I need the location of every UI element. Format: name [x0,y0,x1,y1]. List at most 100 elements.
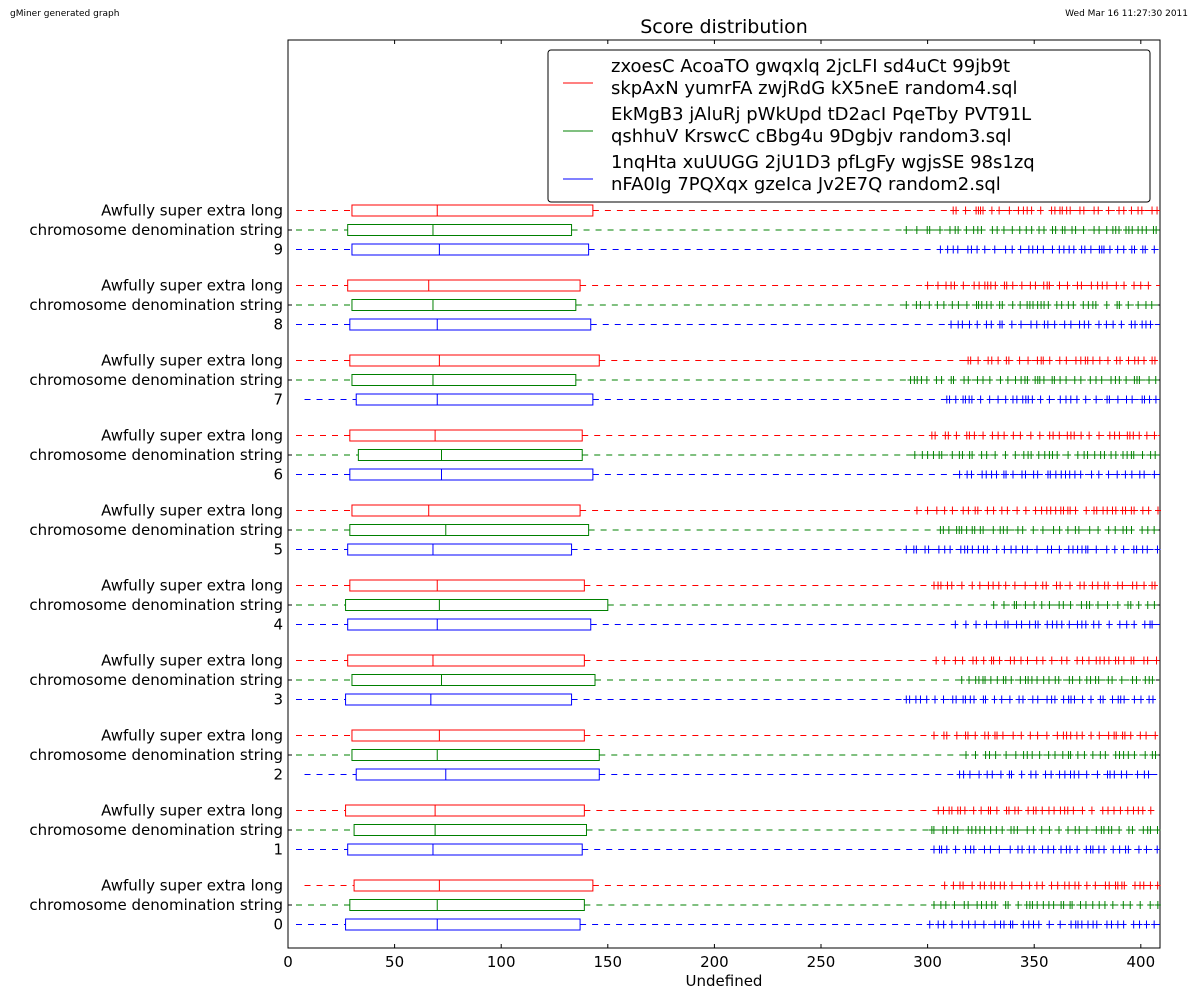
boxplot-group-9-series-1-fliers [950,206,1161,215]
boxplot-group-6-series-3-box [349,468,594,481]
y-tick-label: 1 [273,841,283,859]
boxplot-group-8-series-2-fliers [903,301,1155,309]
y-tick-label: chromosome denomination string [29,821,283,839]
y-tick-label: Awfully super extra long [101,202,283,220]
x-tick-label: 0 [283,953,293,971]
boxplot-group-2-series-2-fliers [962,751,1159,759]
x-tick-label: 300 [913,953,942,971]
y-tick-label: chromosome denomination string [29,521,283,539]
boxplot-group-2-series-2-box [351,749,600,761]
y-tick-label: Awfully super extra long [101,502,283,520]
plot-frame [287,39,1161,949]
x-tick-label: 50 [385,953,404,971]
legend-label-series-2: EkMgB3 jAluRj pWkUpd tD2acI PqeTby PVT91… [611,104,1031,147]
x-tick-label: 400 [1126,953,1155,971]
y-tick-label: 5 [273,541,283,559]
boxplot-group-0-series-3-fliers [926,920,1158,929]
x-tick-label: 100 [487,953,516,971]
boxplot-group-8-series-1-box [347,279,581,292]
boxplot-group-0-series-2-fliers [931,901,1161,909]
boxplot-group-9-series-3-fliers [937,245,1158,254]
y-tick-label: 3 [273,691,283,709]
boxplot-group-6-series-1-fliers [928,431,1158,440]
y-tick-label: Awfully super extra long [101,277,283,295]
y-tick-label: chromosome denomination string [29,371,283,389]
chart-title: Score distribution [640,16,808,38]
boxplot-group-7-series-2-box [351,374,577,386]
boxplot-group-8-series-3-fliers [948,320,1154,329]
boxplot-group-7-series-3-box [355,393,594,406]
boxplot-group-5-series-2-fliers [937,526,1158,534]
boxplot-group-6-series-2-box [357,449,583,461]
boxplot-group-4-series-2-fliers [990,601,1158,609]
y-tick-label: 8 [273,316,283,334]
y-tick-label: 9 [273,241,283,259]
y-tick-label: 6 [273,466,283,484]
y-tick-label: chromosome denomination string [29,671,283,689]
boxplot-group-4-series-1-fliers [931,581,1158,590]
y-tick-label: chromosome denomination string [29,896,283,914]
x-tick-label: 350 [1020,953,1049,971]
y-tick-label: Awfully super extra long [101,577,283,595]
x-tick-label: 250 [807,953,836,971]
boxplot-group-4-series-3-fliers [952,620,1156,629]
boxplot-group-8-series-2-box [351,299,577,311]
boxplot-group-7-series-1-fliers [965,356,1158,365]
boxplot-group-6-series-2-fliers [911,451,1159,459]
boxplot-group-6-series-1-box [349,429,583,442]
y-tick-label: Awfully super extra long [101,877,283,895]
boxplot-group-5-series-1-box [351,504,581,517]
y-tick-label: 7 [273,391,283,409]
boxplot-group-7-series-1-box [349,354,600,367]
boxplot-group-2-series-3-fliers [956,770,1152,779]
boxplot-group-5-series-2-box [349,524,590,536]
boxplot-group-7-series-3-fliers [943,395,1159,404]
x-axis-label: Undefined [686,972,763,990]
boxplot-group-1-series-3-fliers [931,845,1161,854]
boxplot-group-3-series-3-fliers [903,695,1156,704]
timestamp: Wed Mar 16 11:27:30 2011 [1065,9,1188,19]
boxplot-group-8-series-1-fliers [924,281,1152,290]
boxplot-group-0-series-2-box [349,899,585,911]
boxplot-group-1-series-1-fliers [935,806,1154,815]
boxplot-group-7-series-2-fliers [907,376,1159,384]
y-tick-label: chromosome denomination string [29,446,283,464]
legend: zxoesC AcoaTO gwqxlq 2jcLFI sd4uCt 99jb9… [547,49,1151,203]
boxplot-group-9-series-2-fliers [903,226,1160,234]
y-tick-label: chromosome denomination string [29,221,283,239]
boxplot-group-1-series-3-box [347,843,583,856]
boxplot-group-4-series-2-box [345,599,609,611]
x-tick-label: 200 [700,953,729,971]
boxplot-group-5-series-3-box [347,543,573,556]
generator-note: gMiner generated graph [10,9,120,19]
boxplot-group-2-series-1-fliers [931,731,1159,740]
y-tick-label: Awfully super extra long [101,352,283,370]
x-tick-label: 150 [593,953,622,971]
boxplot-group-0-series-1-box [353,879,594,892]
boxplot-group-3-series-2-fliers [958,676,1156,684]
boxplot-group-4-series-3-box [347,618,592,631]
boxplot-group-0-series-3-box [345,918,581,931]
boxplot-group-4-series-1-box [349,579,585,592]
boxplot-group-1-series-2-fliers [928,826,1161,834]
boxplot-group-3-series-2-box [351,674,596,686]
y-tick-label: 0 [273,916,283,934]
boxplot-group-9-series-3-box [351,243,590,256]
y-tick-label: chromosome denomination string [29,596,283,614]
y-tick-label: 2 [273,766,283,784]
boxplot-group-1-series-2-box [353,824,587,836]
y-tick-label: Awfully super extra long [101,652,283,670]
y-tick-label: Awfully super extra long [101,427,283,445]
y-tick-label: Awfully super extra long [101,802,283,820]
y-tick-label: chromosome denomination string [29,746,283,764]
boxplot-group-8-series-3-box [349,318,592,331]
legend-label-series-1: zxoesC AcoaTO gwqxlq 2jcLFI sd4uCt 99jb9… [611,56,1017,99]
legend-box [547,49,1151,203]
boxplot-group-0-series-1-fliers [941,881,1161,890]
boxplot-group-1-series-1-box [345,804,585,817]
legend-label-series-3: 1nqHta xuUUGG 2jU1D3 pfLgFy wgjsSE 98s1z… [611,152,1035,195]
boxplot-group-3-series-1-fliers [933,656,1160,665]
y-tick-label: Awfully super extra long [101,727,283,745]
boxplot-group-9-series-1-box [351,204,594,217]
